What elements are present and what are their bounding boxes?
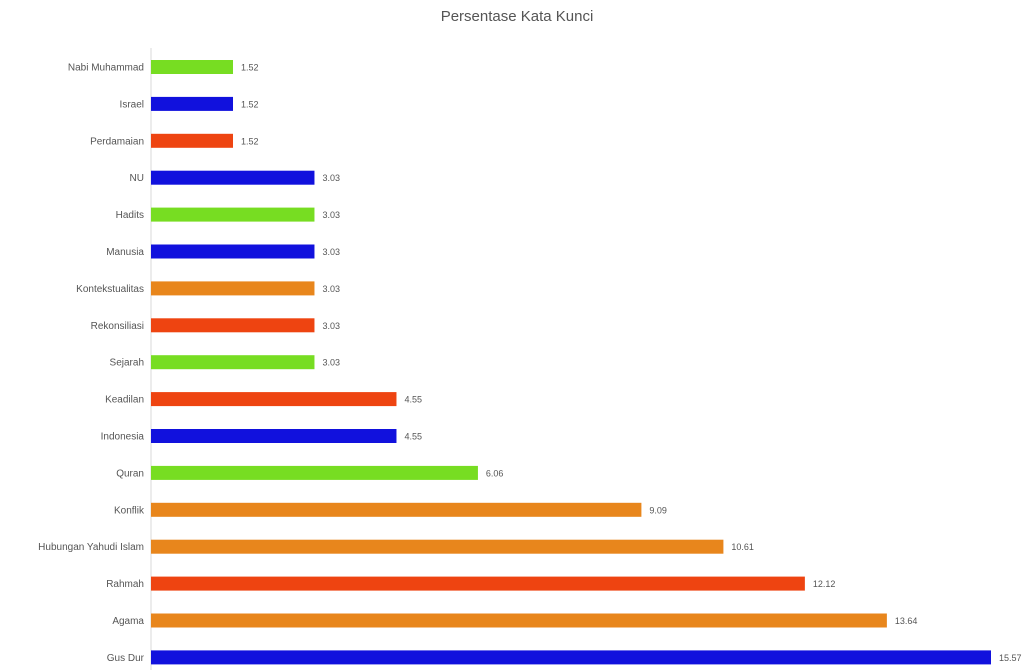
value-label: 12.12 <box>813 579 836 589</box>
category-label: Sejarah <box>110 358 144 369</box>
bar <box>151 96 234 111</box>
bar <box>151 392 397 407</box>
bar <box>151 613 887 628</box>
bar <box>151 539 724 554</box>
category-label: Perdamaian <box>90 136 144 147</box>
bar <box>151 465 478 480</box>
category-label: Manusia <box>106 247 144 258</box>
category-label: Kontekstualitas <box>76 284 144 295</box>
bar <box>151 170 315 185</box>
bar <box>151 133 234 148</box>
category-label: Israel <box>120 99 144 110</box>
bar <box>151 207 315 222</box>
value-label: 3.03 <box>322 247 340 257</box>
value-label: 3.03 <box>322 321 340 331</box>
value-label: 1.52 <box>241 63 259 73</box>
value-label: 15.57 <box>999 653 1022 663</box>
value-label: 13.64 <box>895 616 918 626</box>
bar <box>151 281 315 296</box>
bar <box>151 429 397 443</box>
bar <box>151 502 642 517</box>
value-label: 1.52 <box>241 136 259 146</box>
category-label: NU <box>130 173 144 184</box>
value-label: 4.55 <box>404 432 422 442</box>
value-label: 9.09 <box>649 505 667 515</box>
category-label: Agama <box>112 616 144 627</box>
value-label: 3.03 <box>322 284 340 294</box>
category-label: Rekonsiliasi <box>91 321 144 332</box>
bar <box>151 355 315 370</box>
category-label: Hadits <box>116 210 144 221</box>
category-label: Keadilan <box>105 395 144 406</box>
value-label: 3.03 <box>322 210 340 220</box>
value-label: 1.52 <box>241 99 259 109</box>
value-label: 3.03 <box>322 358 340 368</box>
category-label: Hubungan Yahudi Islam <box>38 542 144 553</box>
bar <box>151 244 315 259</box>
category-label: Rahmah <box>106 579 144 590</box>
value-label: 6.06 <box>486 468 504 478</box>
value-label: 10.61 <box>731 542 754 552</box>
category-label: Indonesia <box>101 432 145 443</box>
value-label: 3.03 <box>322 173 340 183</box>
chart-title: Persentase Kata Kunci <box>440 8 594 25</box>
category-label: Nabi Muhammad <box>68 63 144 74</box>
bar <box>151 650 991 665</box>
category-label: Quran <box>116 468 144 479</box>
bar <box>151 576 805 591</box>
category-label: Konflik <box>114 505 145 516</box>
bar <box>151 60 234 74</box>
category-label: Gus Dur <box>107 653 145 664</box>
bar <box>151 318 315 333</box>
value-label: 4.55 <box>404 395 422 405</box>
